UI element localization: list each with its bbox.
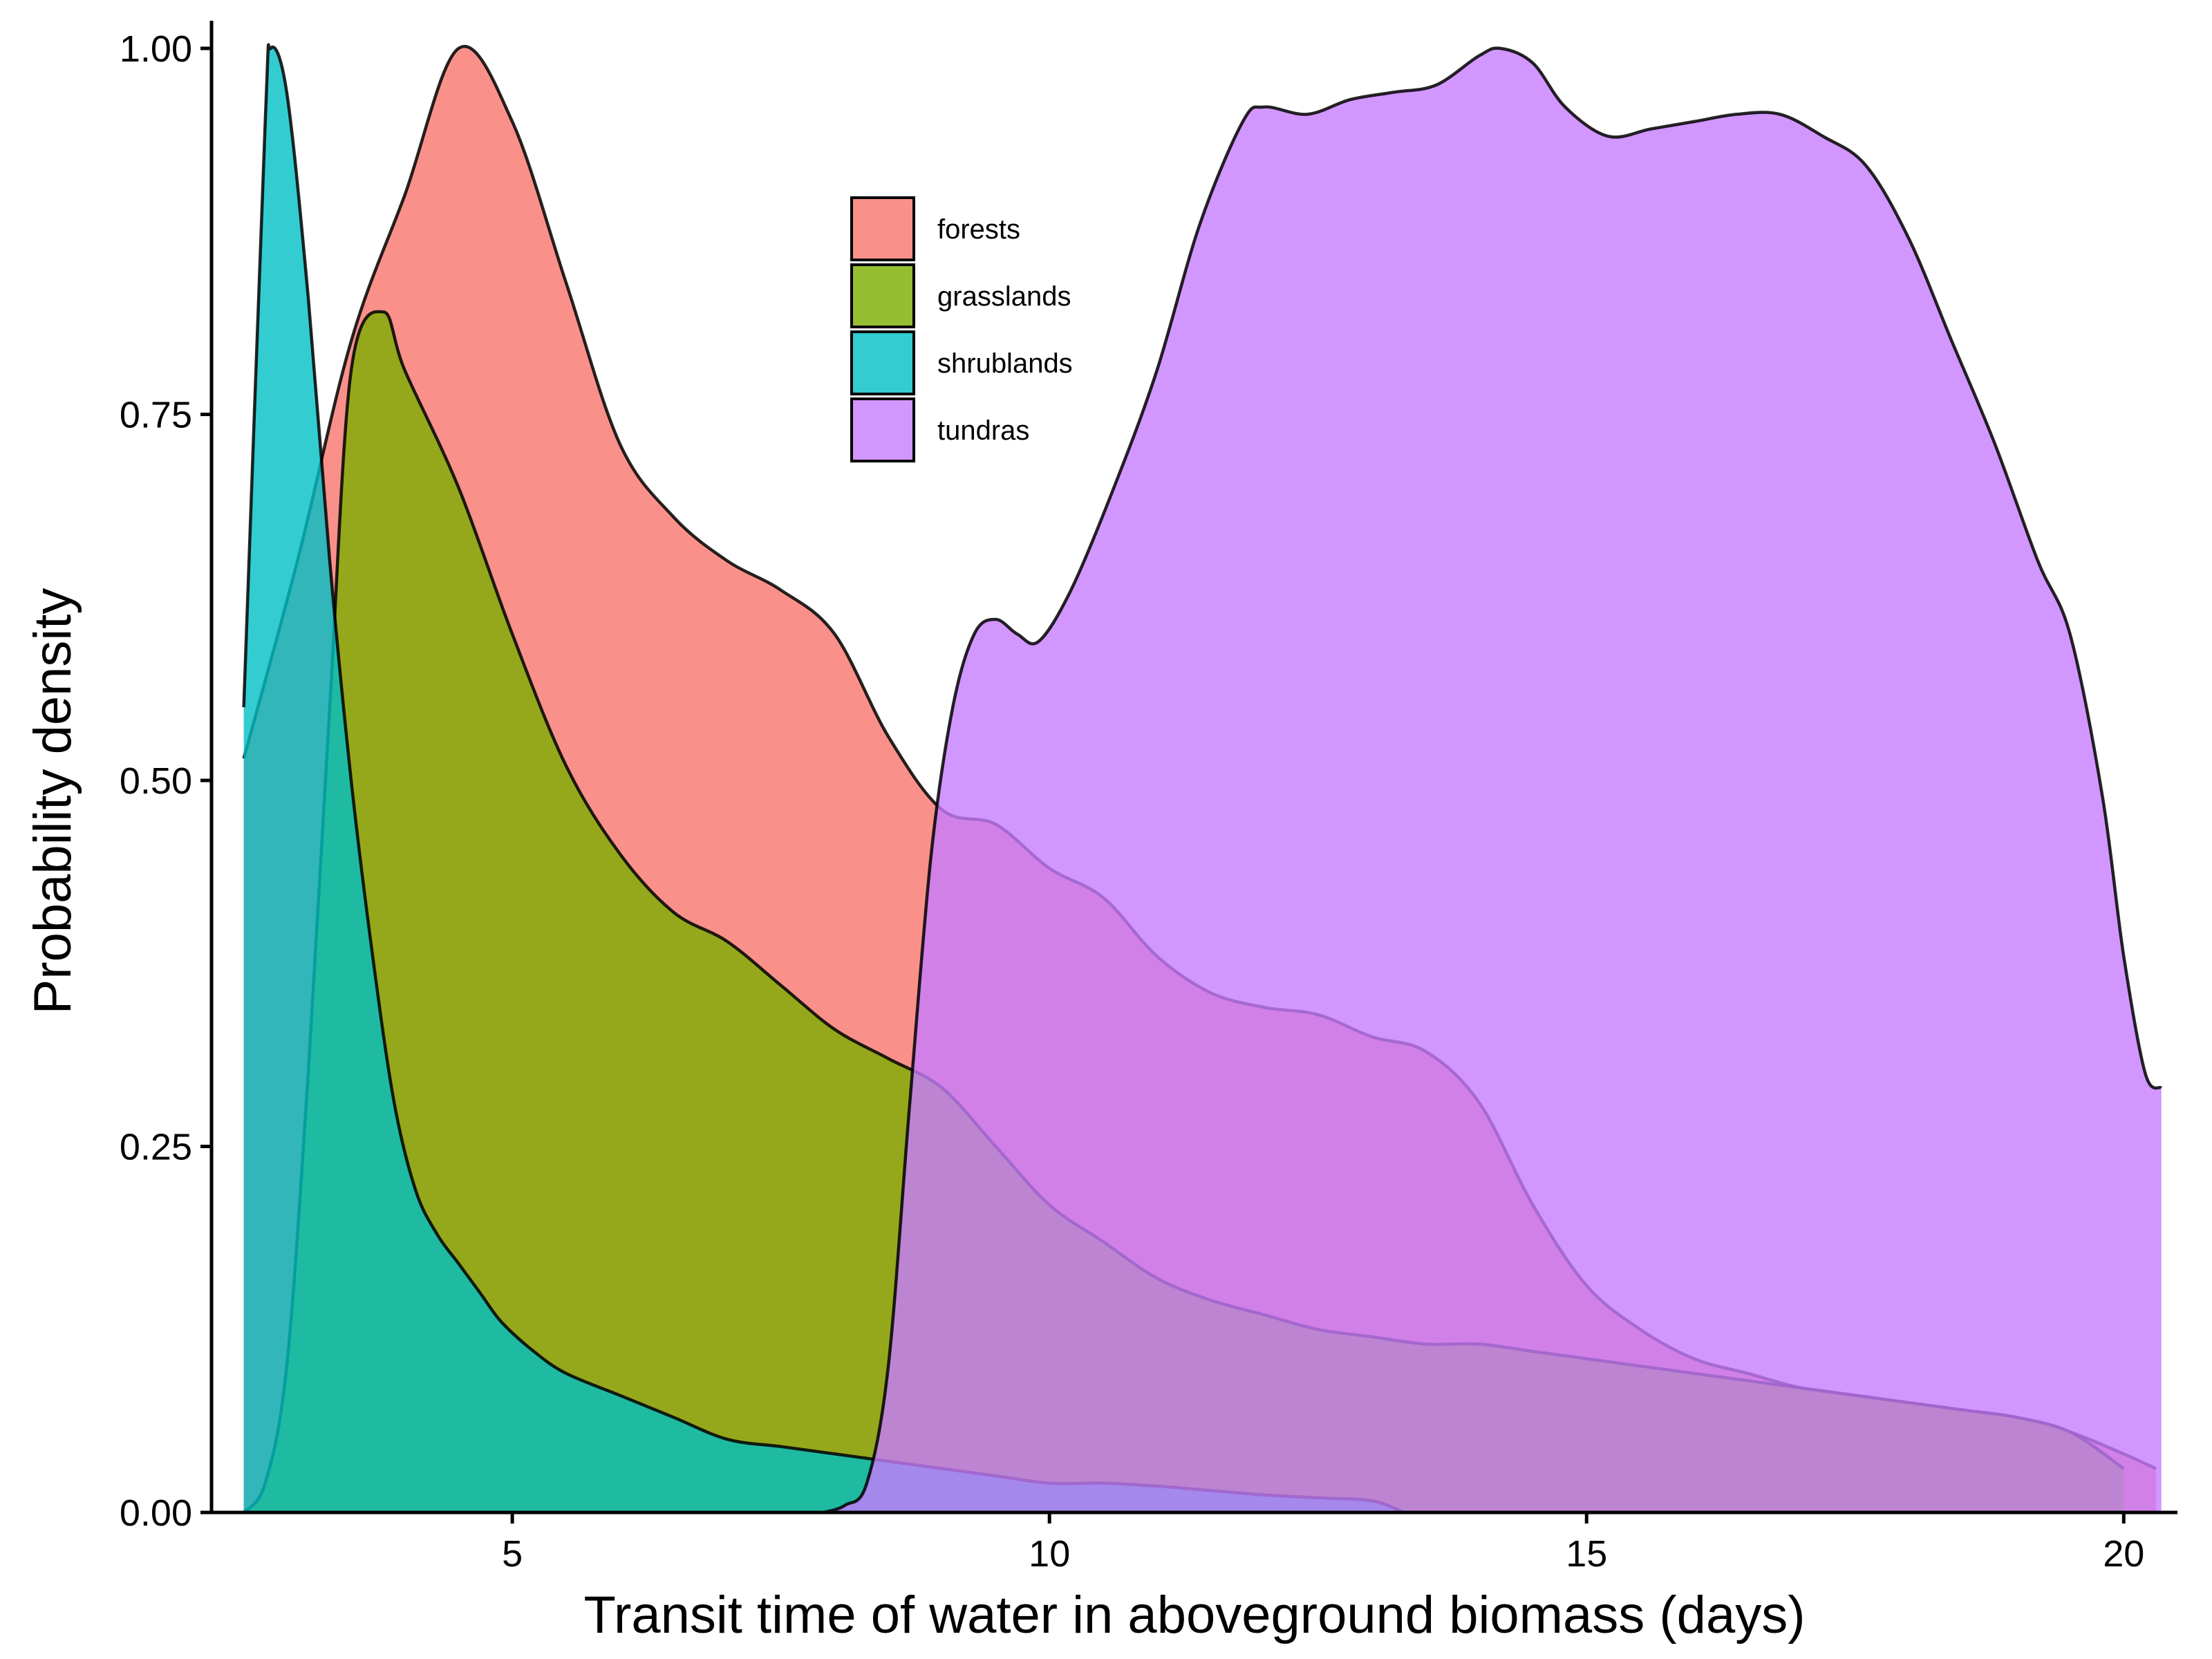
y-tick-label: 0.00 (120, 1492, 192, 1534)
x-tick-label: 15 (1566, 1533, 1607, 1575)
y-tick-label: 1.00 (120, 28, 192, 70)
y-tick-label: 0.50 (120, 760, 192, 802)
legend-key-forests (850, 196, 915, 261)
x-tick-label: 10 (1029, 1533, 1070, 1575)
y-axis-title: Probability density (24, 588, 82, 1015)
legend-label-forests: forests (937, 214, 1020, 245)
density-line-tundras (823, 46, 2163, 1515)
x-axis-ticks: 5 10 15 20 (502, 1512, 2144, 1575)
legend-key-shrublands (850, 330, 915, 395)
y-tick-label: 0.75 (120, 395, 192, 436)
x-tick-label: 20 (2103, 1533, 2144, 1575)
y-axis-ticks: 0.00 0.25 0.50 0.75 1.00 (120, 28, 212, 1534)
density-area-grasslands (243, 311, 2124, 1512)
legend-key-tundras (850, 397, 915, 462)
legend: forests grasslands shrublands tundras (850, 196, 1073, 462)
legend-label-tundras: tundras (937, 415, 1029, 446)
legend-key-grasslands (850, 263, 915, 328)
legend-label-shrublands: shrublands (937, 348, 1073, 379)
y-tick-label: 0.25 (120, 1127, 192, 1168)
density-areas (242, 43, 2163, 1515)
x-tick-label: 5 (502, 1533, 523, 1575)
density-area-shrublands (243, 44, 1405, 1513)
density-area-tundras (823, 48, 2162, 1512)
x-axis-title: Transit time of water in aboveground bio… (583, 1586, 1805, 1644)
axes: 5 10 15 20 0.00 0.25 0.50 0.75 1.00 (120, 21, 2177, 1575)
legend-label-grasslands: grasslands (937, 281, 1071, 312)
